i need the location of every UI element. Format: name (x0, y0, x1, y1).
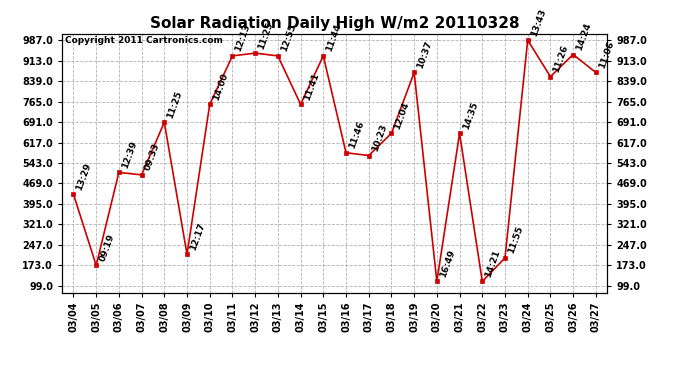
Text: 11:44: 11:44 (325, 23, 343, 53)
Text: 12:17: 12:17 (188, 222, 207, 252)
Text: 11:46: 11:46 (347, 120, 366, 150)
Text: 13:43: 13:43 (529, 7, 547, 38)
Text: 11:55: 11:55 (506, 225, 524, 255)
Text: 14:21: 14:21 (484, 249, 502, 279)
Text: 13:29: 13:29 (75, 161, 93, 192)
Text: 11:41: 11:41 (302, 72, 320, 102)
Text: 12:39: 12:39 (120, 140, 139, 170)
Text: 09:33: 09:33 (143, 142, 161, 172)
Text: 11:06: 11:06 (598, 40, 615, 70)
Text: 12:13: 12:13 (234, 23, 252, 53)
Text: 11:26: 11:26 (552, 44, 570, 74)
Text: Copyright 2011 Cartronics.com: Copyright 2011 Cartronics.com (65, 36, 223, 45)
Text: 16:49: 16:49 (438, 249, 457, 279)
Text: 12:04: 12:04 (393, 100, 411, 130)
Text: 14:35: 14:35 (461, 100, 480, 130)
Text: 11:25: 11:25 (166, 90, 184, 120)
Title: Solar Radiation Daily High W/m2 20110328: Solar Radiation Daily High W/m2 20110328 (150, 16, 520, 31)
Text: 09:19: 09:19 (97, 232, 116, 262)
Text: 12:55: 12:55 (279, 23, 297, 53)
Text: 14:00: 14:00 (211, 72, 229, 102)
Text: 11:25: 11:25 (257, 20, 275, 50)
Text: 14:24: 14:24 (575, 21, 593, 52)
Text: 10:37: 10:37 (415, 40, 434, 70)
Text: 10:23: 10:23 (370, 123, 388, 153)
